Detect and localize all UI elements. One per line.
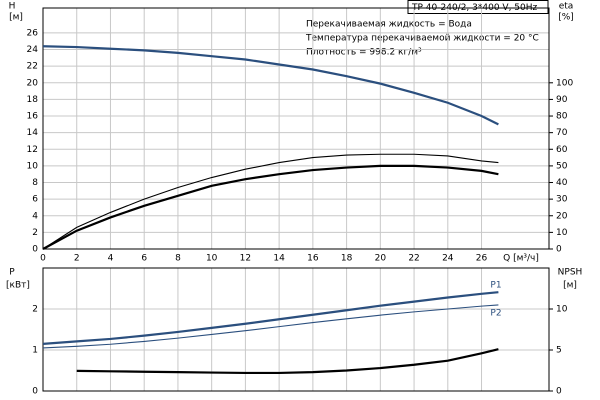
y-tick-label: 6 xyxy=(32,195,38,205)
x-tick-label: 2 xyxy=(74,254,80,264)
y-tick-label: 26 xyxy=(27,28,39,38)
x-tick-label: 8 xyxy=(175,254,181,264)
series-line xyxy=(42,164,499,250)
plot-frame xyxy=(42,7,550,250)
y-tick-label: 10 xyxy=(27,161,39,171)
series-label: P1 xyxy=(490,281,501,291)
series-label: P2 xyxy=(490,308,501,318)
x-tick-label: 14 xyxy=(273,254,285,264)
y2-label: NPSH xyxy=(558,268,583,278)
y-tick-label: 16 xyxy=(27,112,39,122)
y2-label: eta xyxy=(559,2,574,12)
x-tick-label: 10 xyxy=(206,254,218,264)
y-unit: [кВт] xyxy=(6,281,30,291)
y2-tick-label: 70 xyxy=(556,128,568,138)
y2-tick-label: 20 xyxy=(556,211,568,221)
x-tick-label: 4 xyxy=(108,254,114,264)
y2-tick-label: 0 xyxy=(556,387,562,397)
y2-tick-label: 60 xyxy=(556,145,568,155)
x-tick-label: 26 xyxy=(476,254,488,264)
y-tick-label: 12 xyxy=(27,145,38,155)
y2-tick-label: 0 xyxy=(556,245,562,255)
info-line: Перекачиваемая жидкость = Вода xyxy=(306,20,472,30)
x-tick-label: 6 xyxy=(141,254,147,264)
plot-frame xyxy=(42,267,550,392)
series-line xyxy=(42,45,499,126)
y-tick-label: 2 xyxy=(32,228,38,238)
y2-unit: [%] xyxy=(558,13,574,23)
y-tick-label: 20 xyxy=(27,78,39,88)
y-tick-label: 0 xyxy=(32,245,38,255)
y-label: H xyxy=(9,2,16,12)
y2-tick-label: 80 xyxy=(556,112,568,122)
y-tick-label: 22 xyxy=(27,62,38,72)
x-label: Q [м³/ч] xyxy=(503,254,539,264)
x-tick-label: 12 xyxy=(240,254,251,264)
x-tick-label: 20 xyxy=(375,254,387,264)
x-tick-label: 24 xyxy=(442,254,454,264)
y2-tick-label: 100 xyxy=(556,78,573,88)
series-line xyxy=(76,348,499,375)
y-label: P xyxy=(9,268,15,278)
x-tick-label: 16 xyxy=(307,254,319,264)
y-tick-label: 4 xyxy=(32,211,38,221)
y-tick-label: 24 xyxy=(27,45,39,55)
y-unit: [м] xyxy=(9,13,23,23)
x-tick-label: 0 xyxy=(40,254,46,264)
info-line: Плотность = 998.2 кг/м³ xyxy=(306,48,422,58)
y2-tick-label: 50 xyxy=(556,161,568,171)
x-tick-label: 18 xyxy=(341,254,353,264)
y2-tick-label: 90 xyxy=(556,95,568,105)
y-tick-label: 1 xyxy=(32,346,38,356)
y-tick-label: 2 xyxy=(32,305,38,315)
y2-tick-label: 10 xyxy=(556,305,568,315)
info-line: Температура перекачиваемой жидкости = 20… xyxy=(305,34,539,44)
series-line xyxy=(42,291,499,345)
y2-tick-label: 10 xyxy=(556,228,568,238)
title-box xyxy=(407,0,549,14)
y2-tick-label: 5 xyxy=(556,346,562,356)
y2-unit: [м] xyxy=(563,281,577,291)
y-tick-label: 18 xyxy=(27,95,39,105)
series-line xyxy=(42,304,499,349)
y-tick-label: 8 xyxy=(32,178,38,188)
series-line xyxy=(42,153,499,250)
y-tick-label: 0 xyxy=(32,387,38,397)
x-tick-label: 22 xyxy=(408,254,419,264)
y2-tick-label: 40 xyxy=(556,178,568,188)
y-tick-label: 14 xyxy=(27,128,39,138)
y2-tick-label: 30 xyxy=(556,195,568,205)
